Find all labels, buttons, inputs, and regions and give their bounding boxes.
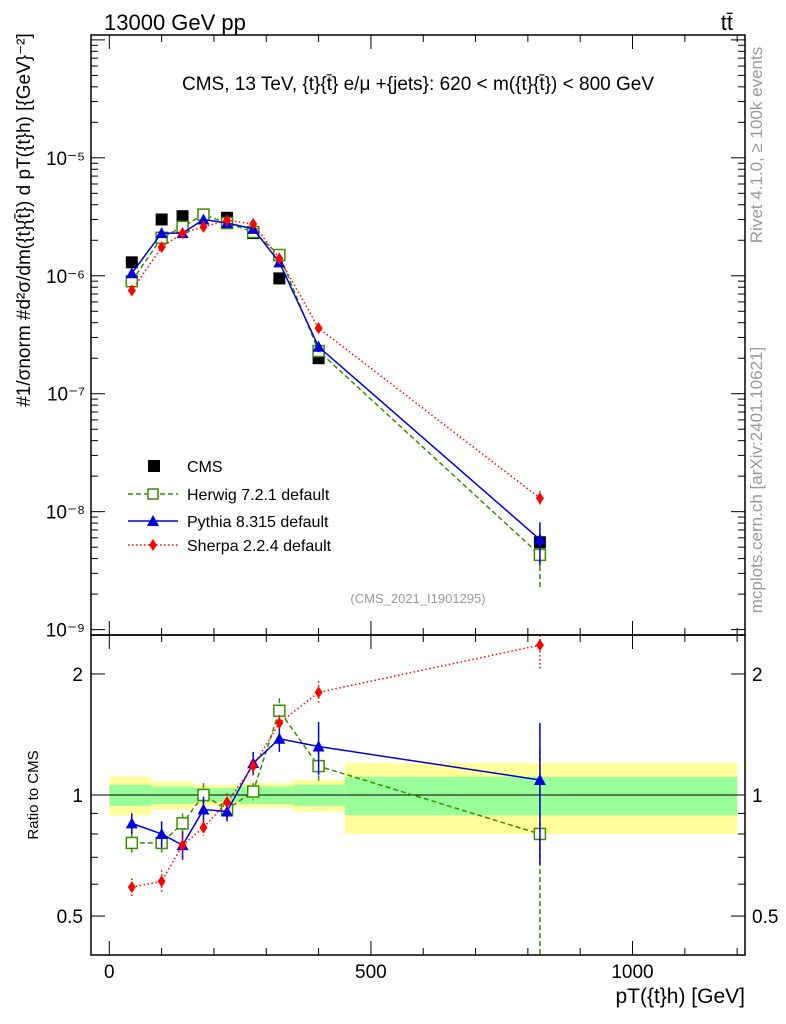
- data-point-sherpa: [314, 322, 323, 335]
- ratio-point-herwig: [176, 817, 189, 830]
- ratio-point-herwig: [246, 785, 260, 798]
- data-point-sherpa: [535, 492, 544, 505]
- process-label: 13000 GeV pp: [104, 10, 246, 35]
- legend-label-cms: CMS: [187, 459, 223, 476]
- data-point-sherpa: [275, 252, 284, 265]
- y-tick-label: 10⁻⁷: [47, 385, 85, 406]
- data-point-pythia: [125, 267, 138, 279]
- ratio-point-sherpa: [275, 717, 284, 730]
- ratio-point-sherpa: [178, 839, 187, 852]
- data-point-cms: [155, 213, 168, 226]
- legend-label-sherpa: Sherpa 2.2.4 default: [187, 538, 332, 555]
- data-point-sherpa: [199, 220, 208, 233]
- ratio-point-herwig: [125, 836, 139, 850]
- y-tick-label: 10⁻⁹: [46, 621, 85, 642]
- main-title: CMS, 13 TeV, {t}{t̄} e/μ +{jets}: 620 < …: [182, 74, 654, 95]
- data-point-pythia: [533, 533, 546, 545]
- data-point-sherpa: [223, 214, 232, 227]
- legend-marker-pythia: [147, 515, 159, 526]
- data-point-cms: [273, 272, 286, 285]
- x-axis-label: pT({t}h) [GeV]: [615, 985, 745, 1008]
- series-line-sherpa: [131, 219, 541, 499]
- ratio-point-pythia: [273, 732, 286, 744]
- data-point-pythia: [155, 227, 168, 239]
- ratio-point-pythia: [155, 827, 168, 839]
- x-tick-label: 1000: [611, 962, 653, 983]
- final-state-label: tt̄: [721, 10, 733, 35]
- data-point-pythia: [312, 340, 325, 352]
- ratio-point-pythia: [197, 803, 210, 815]
- ratio-point-sherpa: [249, 760, 258, 773]
- legend-label-herwig: Herwig 7.2.1 default: [187, 487, 330, 504]
- ratio-y-tick-label-right: 2: [752, 665, 763, 686]
- ratio-point-sherpa: [535, 639, 544, 652]
- ratio-point-sherpa: [314, 686, 323, 699]
- ratio-y-label: Ratio to CMS: [25, 750, 42, 839]
- ratio-y-tick-label: 0.5: [57, 907, 83, 928]
- ratio-y-tick-label-right: 0.5: [752, 907, 778, 928]
- ratio-line-sherpa: [131, 644, 541, 888]
- ratio-point-sherpa: [157, 875, 166, 888]
- y-tick-label: 10⁻⁸: [46, 503, 85, 524]
- legend-marker-cms: [148, 460, 160, 472]
- ratio-point-sherpa: [127, 881, 136, 894]
- legend-marker-sherpa: [149, 539, 157, 551]
- ratio-y-tick-label: 2: [72, 665, 83, 686]
- data-point-sherpa: [127, 284, 136, 297]
- ratio-point-sherpa: [223, 796, 232, 809]
- ratio-point-sherpa: [199, 821, 208, 834]
- data-point-sherpa: [178, 227, 187, 240]
- legend-label-pythia: Pythia 8.315 default: [187, 514, 329, 531]
- website-label: mcplots.cern.ch [arXiv:2401.10621]: [747, 347, 766, 613]
- analysis-id: (CMS_2021_I1901295): [350, 591, 485, 606]
- ratio-point-pythia: [221, 805, 234, 817]
- x-tick-label: 500: [355, 962, 387, 983]
- data-point-cms: [176, 210, 189, 223]
- legend: CMS Herwig 7.2.1 default Pythia 8.315 de…: [128, 459, 332, 555]
- ratio-point-pythia: [125, 817, 138, 829]
- x-tick-label: 0: [104, 962, 115, 983]
- data-point-sherpa: [157, 241, 166, 254]
- ratio-y-tick-label-right: 1: [752, 786, 763, 807]
- rivet-version-label: Rivet 4.1.0, ≥ 100k events: [747, 47, 766, 243]
- data-point-cms: [125, 256, 138, 269]
- y-tick-label: 10⁻⁵: [46, 149, 85, 170]
- data-point-sherpa: [249, 217, 258, 230]
- ratio-panel: 0 500 1000 0.5 0.5 1 1 2 2: [57, 634, 778, 983]
- main-panel: 10⁻⁹ 10⁻⁸ 10⁻⁷ 10⁻⁶ 10⁻⁵: [46, 34, 746, 642]
- legend-marker-herwig: [147, 488, 159, 500]
- ratio-y-tick-label: 1: [72, 786, 83, 807]
- ratio-point-pythia: [312, 740, 325, 752]
- ratio-point-pythia: [533, 773, 546, 785]
- y-tick-label: 10⁻⁶: [46, 267, 85, 288]
- ratio-point-herwig: [273, 704, 286, 718]
- main-y-label: #1/σnorm #d²σ/dm({t}{t̄}) d pT({t}h) [{G…: [14, 33, 35, 407]
- data-point-pythia: [197, 213, 210, 225]
